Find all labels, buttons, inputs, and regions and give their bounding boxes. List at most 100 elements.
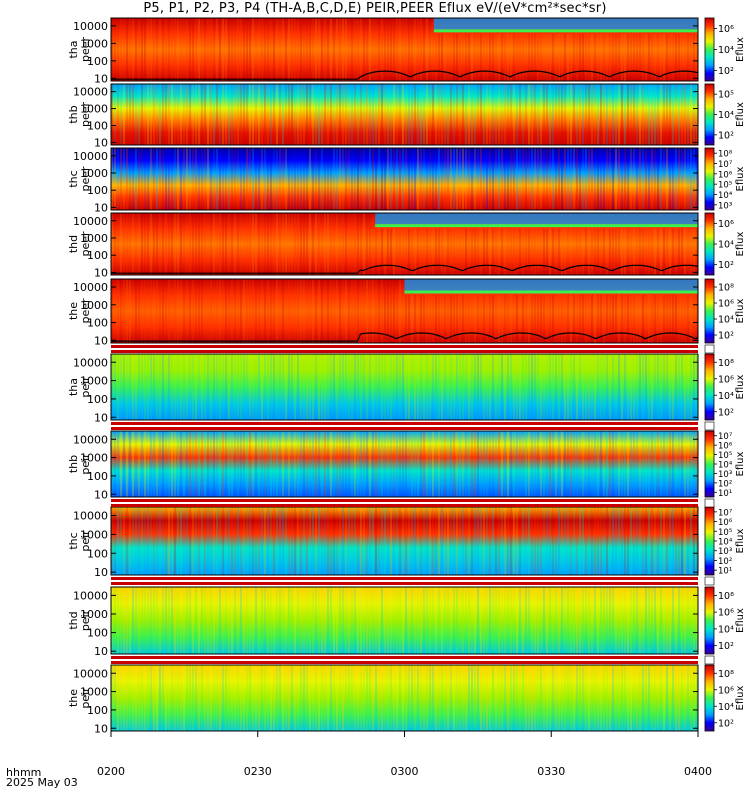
y-tick-label: 100 (87, 393, 108, 406)
panel-probe-label: thc (67, 170, 80, 187)
colorbar-label: Eflux (735, 608, 746, 633)
colorbar-tick-label: 10⁸ (718, 150, 733, 160)
panel-background (111, 354, 698, 420)
x-tick-label: 0400 (684, 765, 712, 778)
spectrogram-texture (111, 84, 698, 145)
y-tick-label: 100 (87, 55, 108, 68)
high-energy-band (404, 279, 698, 291)
colorbar-tick-label: 10⁶ (718, 685, 734, 696)
y-tick-label: 10 (94, 722, 108, 735)
panel-separator (111, 576, 715, 586)
colorbar-tick-label: 10² (718, 331, 734, 342)
y-tick-label: 10 (94, 334, 108, 347)
panel-probe-label: the (67, 689, 80, 707)
panel-species-label: peir (79, 376, 92, 398)
colorbar-tick-label: 10⁵ (718, 528, 732, 538)
x-tick-label: 0330 (537, 765, 565, 778)
panel-probe-label: thd (67, 611, 80, 629)
colorbar-label: Eflux (735, 231, 746, 256)
colorbar-tick-label: 10² (718, 130, 734, 141)
high-energy-band (375, 213, 698, 225)
colorbar-tick-label: 10³ (718, 470, 732, 480)
y-tick-label: 100 (87, 184, 108, 197)
high-energy-edge (375, 224, 698, 228)
y-tick-label: 10000 (73, 356, 108, 369)
colorbar-tick-label: 10⁶ (718, 518, 733, 528)
panel-separator (111, 655, 715, 665)
y-tick-label: 1000 (80, 167, 108, 180)
y-tick-label: 10 (94, 266, 108, 279)
colorbar-tick-label: 10⁷ (718, 508, 733, 518)
panel-probe-label: thd (67, 235, 80, 253)
colorbar-scale (704, 353, 715, 421)
colorbar-tick-label: 10² (718, 66, 734, 77)
date-label: 2025 May 03 (6, 776, 78, 789)
colorbar-tick-label: 10⁸ (718, 669, 734, 680)
high-energy-edge (404, 290, 698, 294)
colorbar-tick-label: 10² (718, 479, 732, 489)
colorbar-label: Eflux (735, 102, 746, 127)
colorbar-tick-label: 10⁶ (718, 219, 734, 230)
panel-frame (110, 278, 699, 344)
colorbar-tick-label: 10⁷ (718, 432, 733, 442)
colorbar-tick-label: 10² (718, 260, 734, 271)
colorbar-tick-label: 10⁴ (718, 391, 734, 402)
high-energy-edge (433, 29, 698, 33)
colorbar-tick-label: 10⁴ (718, 702, 734, 713)
high-energy-band (433, 18, 698, 30)
panel-species-label: peir (79, 453, 92, 475)
panel-background (111, 507, 698, 575)
colorbar-scale (704, 430, 715, 498)
y-tick-label: 100 (87, 547, 108, 560)
panel-frame (110, 430, 699, 498)
colorbar-label: Eflux (735, 685, 746, 710)
panel-frame (110, 212, 699, 276)
spacecraft-potential-line (111, 264, 699, 274)
panel-separator (111, 421, 715, 431)
y-tick-label: 10 (94, 566, 108, 579)
colorbar-tick-label: 10⁵ (718, 451, 732, 461)
spectrogram-texture (111, 507, 698, 575)
colorbar-tick-label: 10² (718, 407, 734, 418)
y-tick-label: 100 (87, 627, 108, 640)
y-tick-label: 100 (87, 120, 108, 133)
colorbar-tick-label: 10⁴ (718, 45, 734, 56)
y-tick-label: 10000 (73, 150, 108, 163)
panel-probe-label: tha (67, 378, 80, 396)
y-tick-label: 10000 (73, 667, 108, 680)
spectrogram-panel-thc-peer: 10 100 1000 10000 thc peer 10³10⁴10⁵10⁶10⁷10⁸E… (67, 147, 746, 214)
y-tick-label: 10 (94, 488, 108, 501)
y-tick-label: 10000 (73, 510, 108, 523)
colorbar-scale (704, 506, 715, 576)
panel-probe-label: thb (67, 455, 80, 473)
y-tick-label: 10000 (73, 433, 108, 446)
colorbar-tick-label: 10² (718, 557, 732, 567)
colorbar-tick-label: 10⁸ (718, 283, 734, 294)
colorbar-tick-label: 10⁴ (718, 538, 733, 548)
y-tick-label: 1000 (80, 686, 108, 699)
colorbar-tick-label: 10⁴ (718, 240, 734, 251)
colorbar-tick-label: 10¹ (718, 567, 732, 577)
colorbar-tick-label: 10¹ (718, 489, 732, 499)
colorbar-tick-label: 10² (718, 641, 734, 652)
panel-species-label: peir (79, 530, 92, 552)
colorbar-scale (704, 147, 715, 211)
spectrogram-panel-thc-peir: 10 100 1000 10000 thc peir 10¹10²10³10⁴10⁵10⁶1… (67, 506, 746, 579)
panel-background (111, 665, 698, 731)
colorbar-label: Eflux (735, 166, 746, 191)
panel-separator (111, 498, 715, 508)
y-tick-label: 10000 (73, 589, 108, 602)
